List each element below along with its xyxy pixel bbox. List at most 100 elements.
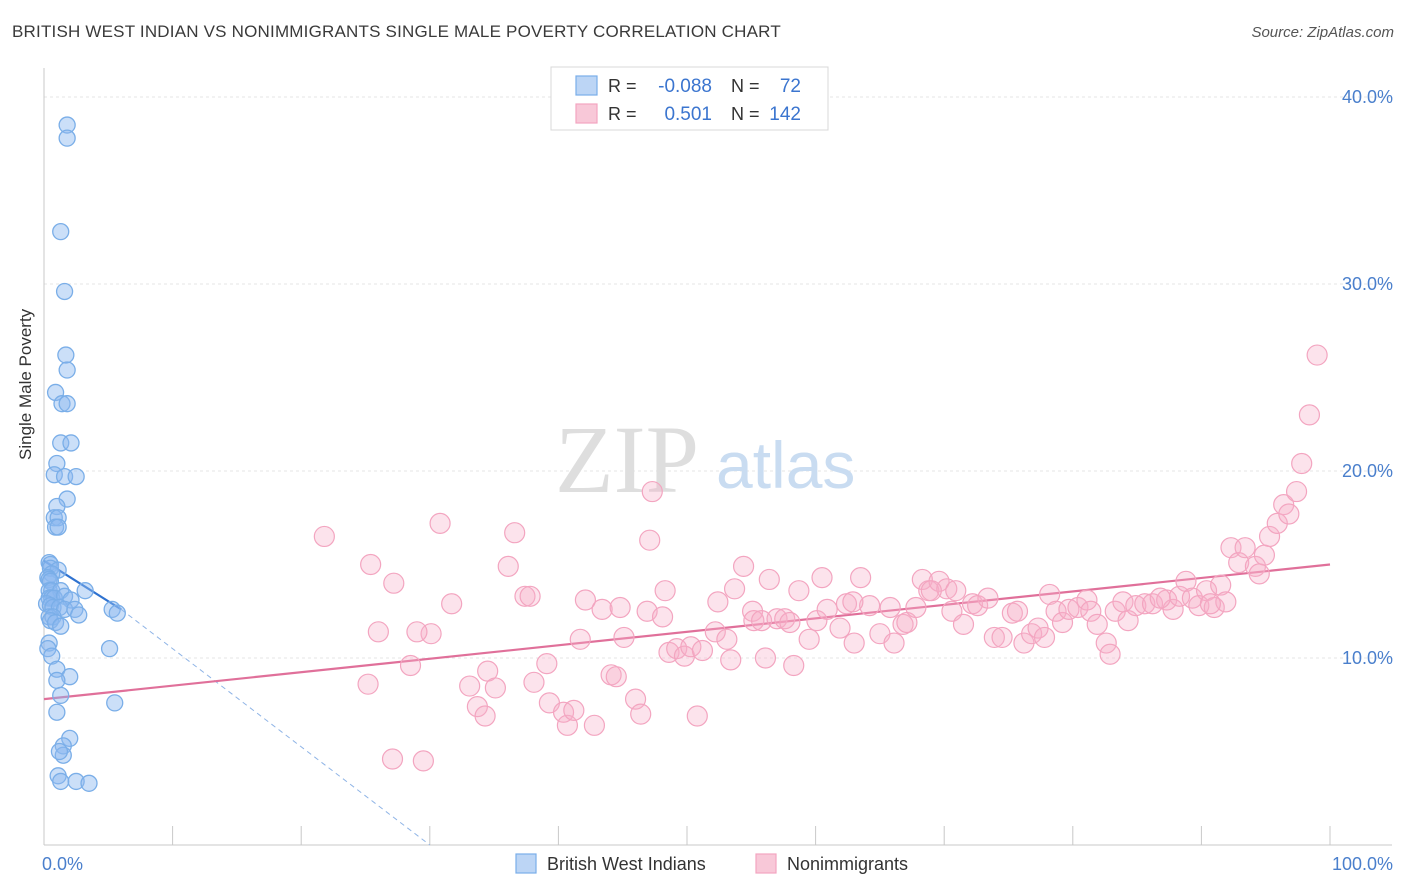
legend-n-value-1: 72 xyxy=(780,76,801,97)
data-point-blue xyxy=(49,518,67,536)
data-point-pink xyxy=(605,666,627,688)
data-point-pink xyxy=(630,703,652,725)
data-point-pink xyxy=(1099,643,1121,665)
bottom-legend-swatch-blue xyxy=(515,853,537,874)
data-point-pink xyxy=(639,529,661,551)
data-point-pink xyxy=(1298,404,1321,426)
data-point-pink xyxy=(1006,600,1029,622)
data-point-blue xyxy=(48,671,66,690)
data-point-pink xyxy=(911,568,933,591)
data-point-pink xyxy=(920,580,942,602)
data-point-pink xyxy=(1033,626,1056,649)
bottom-legend-label-blue: British West Indians xyxy=(547,854,706,874)
data-point-pink xyxy=(686,705,708,727)
data-point-blue xyxy=(58,361,76,379)
data-point-pink xyxy=(563,699,585,721)
data-point-blue xyxy=(67,772,85,791)
data-point-blue xyxy=(53,395,71,413)
data-point-blue xyxy=(52,686,70,705)
data-point-blue xyxy=(100,640,119,658)
data-point-blue xyxy=(67,467,85,486)
bottom-legend-swatch-pink xyxy=(755,853,777,874)
data-point-blue xyxy=(70,606,88,624)
watermark-atlas: atlas xyxy=(716,428,855,502)
bottom-legend-label-pink: Nonimmigrants xyxy=(787,854,908,874)
data-point-pink xyxy=(484,677,506,699)
data-point-pink xyxy=(1291,452,1313,475)
watermark: ZIP atlas xyxy=(555,406,855,513)
data-point-blue xyxy=(52,617,70,635)
data-point-pink xyxy=(641,480,663,503)
data-point-pink xyxy=(609,596,631,619)
data-point-blue xyxy=(108,604,126,622)
data-point-pink xyxy=(758,568,780,591)
data-point-pink xyxy=(1215,591,1237,613)
data-point-pink xyxy=(406,621,428,643)
data-point-pink xyxy=(779,611,801,634)
data-point-pink xyxy=(357,673,379,695)
y-tick-label: 20.0% xyxy=(1342,461,1393,481)
data-point-pink xyxy=(441,593,463,615)
data-point-blue xyxy=(57,346,75,364)
legend-swatch-pink xyxy=(575,103,598,124)
data-point-pink xyxy=(783,654,805,677)
data-point-pink xyxy=(1058,598,1080,620)
data-point-blue xyxy=(106,694,124,712)
data-point-pink xyxy=(591,598,613,620)
legend-r-value-1: -0.088 xyxy=(658,76,712,97)
data-point-pink xyxy=(381,748,404,770)
legend-n-label-1: N = xyxy=(731,76,760,96)
data-point-pink xyxy=(798,628,820,650)
data-point-blue xyxy=(61,668,79,686)
data-point-pink xyxy=(574,589,597,611)
data-point-pink xyxy=(399,654,422,677)
data-point-blue xyxy=(62,434,80,452)
data-point-pink xyxy=(879,596,901,619)
data-point-pink xyxy=(850,566,872,589)
legend-swatch-blue xyxy=(575,75,598,96)
data-point-pink xyxy=(704,621,726,643)
data-point-pink xyxy=(360,553,382,576)
data-point-pink xyxy=(459,675,481,697)
data-point-pink xyxy=(654,580,676,602)
data-point-pink xyxy=(1080,600,1102,622)
data-point-pink xyxy=(750,609,773,632)
data-point-pink xyxy=(1175,570,1197,592)
data-point-pink xyxy=(788,580,810,602)
data-point-pink xyxy=(1285,480,1308,503)
data-point-pink xyxy=(536,653,558,675)
data-point-blue xyxy=(58,116,76,134)
data-point-blue xyxy=(58,129,76,147)
grid-layer xyxy=(44,96,1392,659)
data-point-pink xyxy=(1076,589,1098,611)
legend-n-label-2: N = xyxy=(731,104,760,124)
data-point-pink xyxy=(1039,583,1061,606)
data-point-blue xyxy=(52,772,70,791)
data-point-pink xyxy=(952,613,975,635)
data-point-pink xyxy=(1306,344,1328,366)
data-point-pink xyxy=(691,639,714,662)
data-point-pink xyxy=(743,609,765,632)
data-point-pink xyxy=(474,705,496,727)
data-point-pink xyxy=(991,626,1013,649)
data-point-pink xyxy=(1234,537,1256,559)
data-point-pink xyxy=(429,512,451,534)
data-point-pink xyxy=(811,566,833,589)
data-point-pink xyxy=(1203,596,1225,619)
data-point-pink xyxy=(766,608,788,630)
data-point-blue xyxy=(58,395,76,413)
data-point-pink xyxy=(383,572,405,594)
data-point-pink xyxy=(651,606,674,628)
data-point-blue xyxy=(48,703,66,721)
data-point-blue xyxy=(80,774,98,792)
data-point-pink xyxy=(1021,623,1043,645)
y-tick-label: 10.0% xyxy=(1342,648,1393,668)
source-label: Source: ZipAtlas.com xyxy=(1251,24,1394,41)
data-point-pink xyxy=(859,595,881,617)
x-tick-label: 100.0% xyxy=(1332,854,1393,874)
data-point-blue xyxy=(55,282,74,301)
series-nonimmigrants xyxy=(313,344,1328,772)
data-point-pink xyxy=(716,628,738,650)
watermark-zip: ZIP xyxy=(555,406,699,513)
